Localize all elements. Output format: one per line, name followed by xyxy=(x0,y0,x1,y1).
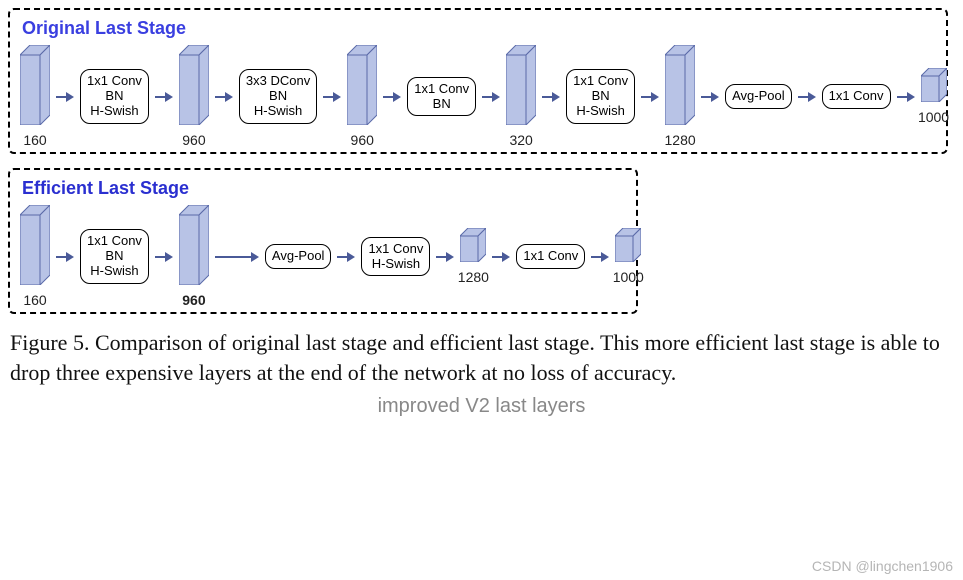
op-line: 1x1 Conv xyxy=(87,234,142,249)
arrow-icon xyxy=(591,251,609,263)
tensor-block: 1280 xyxy=(460,228,486,267)
op-box: 1x1 Conv xyxy=(822,84,891,109)
op-line: 1x1 Conv xyxy=(414,82,469,97)
tensor-block: 320 xyxy=(506,45,536,130)
op-line: H-Swish xyxy=(90,104,138,119)
op-line: Avg-Pool xyxy=(732,89,785,104)
arrow-icon xyxy=(492,251,510,263)
tensor-block: 1280 xyxy=(665,45,695,130)
tensor-label: 320 xyxy=(509,132,532,148)
panel-title-original: Original Last Stage xyxy=(22,18,936,39)
op-line: BN xyxy=(105,89,123,104)
tensor-label: 960 xyxy=(182,292,205,308)
tensor-block: 960 xyxy=(347,45,377,130)
tensor-block: 1000 xyxy=(921,68,947,107)
op-box: 1x1 ConvBNH-Swish xyxy=(566,69,635,124)
op-line: BN xyxy=(269,89,287,104)
arrow-icon xyxy=(641,91,659,103)
tensor-label: 160 xyxy=(23,132,46,148)
tensor-label: 960 xyxy=(351,132,374,148)
op-line: H-Swish xyxy=(576,104,624,119)
tensor-label: 960 xyxy=(182,132,205,148)
op-line: BN xyxy=(105,249,123,264)
arrow-icon xyxy=(155,91,173,103)
arrow-icon xyxy=(215,91,233,103)
op-line: H-Swish xyxy=(90,264,138,279)
op-line: BN xyxy=(592,89,610,104)
op-line: BN xyxy=(433,97,451,112)
op-line: 1x1 Conv xyxy=(573,74,628,89)
tensor-block: 960 xyxy=(179,45,209,130)
tensor-block: 960 xyxy=(179,205,209,290)
op-line: 1x1 Conv xyxy=(829,89,884,104)
op-box: Avg-Pool xyxy=(725,84,792,109)
arrow-icon xyxy=(323,91,341,103)
arrow-icon xyxy=(337,251,355,263)
op-line: 1x1 Conv xyxy=(523,249,578,264)
watermark: CSDN @lingchen1906 xyxy=(812,558,953,574)
flow-efficient: 1601x1 ConvBNH-Swish960Avg-Pool1x1 ConvH… xyxy=(20,205,626,308)
arrow-icon xyxy=(155,251,173,263)
arrow-icon xyxy=(798,91,816,103)
tensor-label: 1000 xyxy=(918,109,949,125)
arrow-icon xyxy=(56,91,74,103)
op-box: 1x1 ConvH-Swish xyxy=(361,237,430,277)
op-line: 1x1 Conv xyxy=(87,74,142,89)
tensor-block: 160 xyxy=(20,205,50,290)
figure-caption: Figure 5. Comparison of original last st… xyxy=(10,328,953,387)
tensor-label: 160 xyxy=(23,292,46,308)
arrow-icon xyxy=(56,251,74,263)
panel-efficient: Efficient Last Stage 1601x1 ConvBNH-Swis… xyxy=(8,168,638,314)
tensor-label: 1280 xyxy=(665,132,696,148)
panel-title-efficient: Efficient Last Stage xyxy=(22,178,626,199)
tensor-block: 1000 xyxy=(615,228,641,267)
tensor-label: 1280 xyxy=(458,269,489,285)
flow-original: 1601x1 ConvBNH-Swish9603x3 DConvBNH-Swis… xyxy=(20,45,936,148)
op-line: H-Swish xyxy=(372,257,420,272)
arrow-icon xyxy=(542,91,560,103)
op-line: 3x3 DConv xyxy=(246,74,310,89)
op-box: 1x1 Conv xyxy=(516,244,585,269)
arrow-icon xyxy=(897,91,915,103)
arrow-icon xyxy=(482,91,500,103)
arrow-icon xyxy=(701,91,719,103)
op-box: 1x1 ConvBNH-Swish xyxy=(80,69,149,124)
op-line: H-Swish xyxy=(254,104,302,119)
sub-caption: improved V2 last layers xyxy=(8,395,955,418)
op-box: 3x3 DConvBNH-Swish xyxy=(239,69,317,124)
tensor-block: 160 xyxy=(20,45,50,130)
arrow-icon xyxy=(383,91,401,103)
op-line: Avg-Pool xyxy=(272,249,325,264)
op-box: Avg-Pool xyxy=(265,244,332,269)
op-line: 1x1 Conv xyxy=(368,242,423,257)
arrow-icon xyxy=(436,251,454,263)
op-box: 1x1 ConvBN xyxy=(407,77,476,117)
tensor-label: 1000 xyxy=(613,269,644,285)
arrow-icon xyxy=(215,251,259,263)
op-box: 1x1 ConvBNH-Swish xyxy=(80,229,149,284)
panel-original: Original Last Stage 1601x1 ConvBNH-Swish… xyxy=(8,8,948,154)
